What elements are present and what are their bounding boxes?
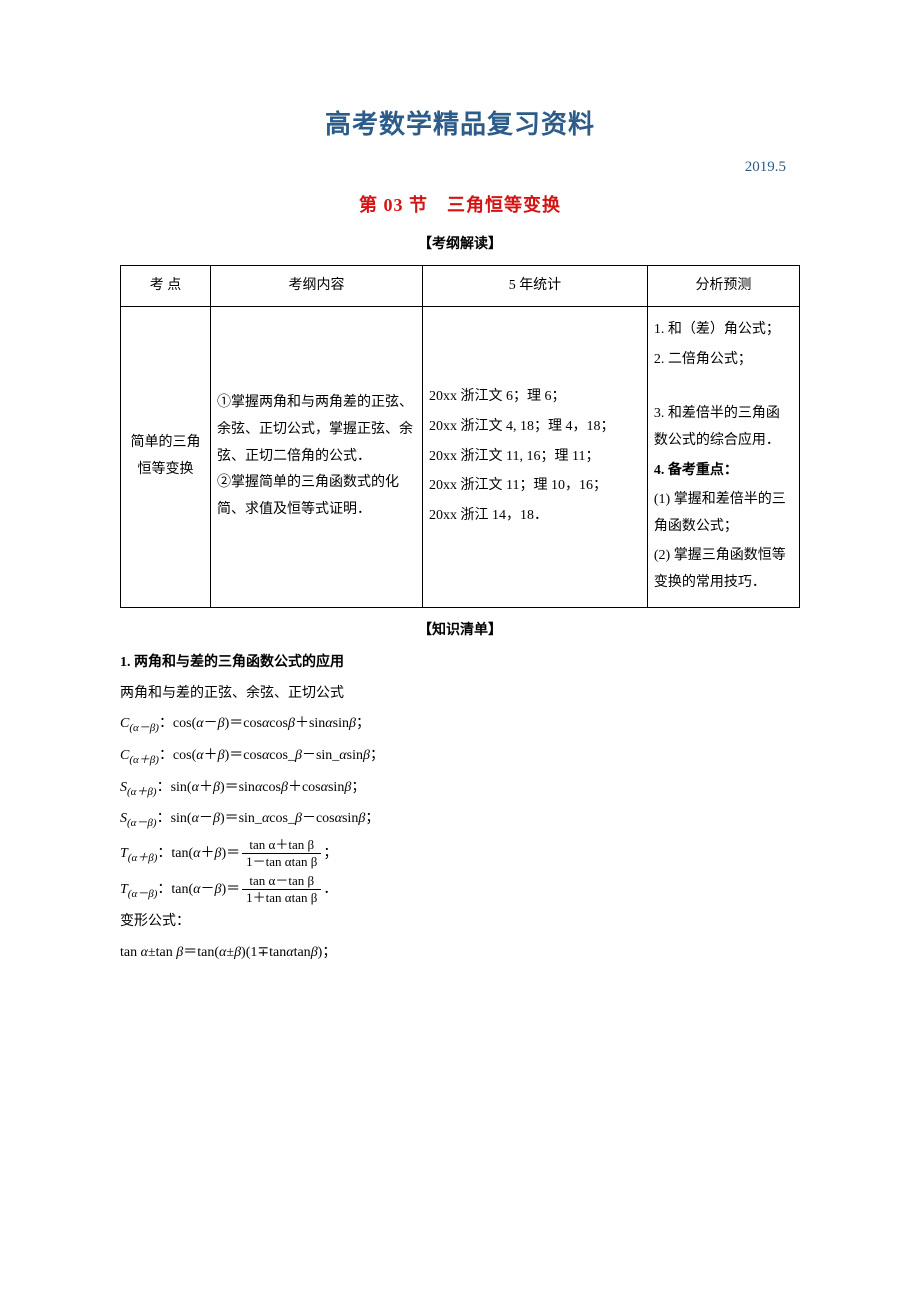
knowledge-heading: 【知识清单】: [120, 618, 800, 645]
syllabus-table: 考 点 考纲内容 5 年统计 分析预测 简单的三角恒等变换 ①掌握两角和与两角差…: [120, 265, 800, 608]
td-forecast: 1. 和（差）角公式； 2. 二倍角公式； 3. 和差倍半的三角函数公式的综合应…: [647, 307, 799, 607]
variant-heading: 变形公式：: [120, 909, 800, 936]
forecast-line-bold: 4. 备考重点：: [654, 458, 793, 485]
table-row: 简单的三角恒等变换 ①掌握两角和与两角差的正弦、余弦、正切公式，掌握正弦、余弦、…: [121, 307, 800, 607]
page-date: 2019.5: [120, 153, 800, 182]
th-stats: 5 年统计: [423, 265, 648, 307]
formula-cos-minus: C(α－β)：cos(α－β)＝cosαcosβ＋sinαsinβ；: [120, 711, 800, 739]
th-point: 考 点: [121, 265, 211, 307]
stat-line: 20xx 浙江文 11；理 10，16；: [429, 473, 641, 500]
frac-num: tan α－tan β: [242, 874, 321, 890]
td-content: ①掌握两角和与两角差的正弦、余弦、正切公式，掌握正弦、余弦、正切二倍角的公式． …: [210, 307, 422, 607]
stat-line: 20xx 浙江文 4, 18；理 4，18；: [429, 414, 641, 441]
variant-formula: tan α±tan β＝tan(α±β)(1∓tanαtanβ)；: [120, 940, 800, 967]
stat-line: 20xx 浙江 14，18．: [429, 503, 641, 530]
section-title: 第 03 节 三角恒等变换: [120, 188, 800, 222]
syllabus-heading: 【考纲解读】: [120, 232, 800, 259]
knowledge-intro: 两角和与差的正弦、余弦、正切公式: [120, 681, 800, 708]
stat-line: 20xx 浙江文 6；理 6；: [429, 384, 641, 411]
frac-den: 1－tan αtan β: [242, 854, 321, 869]
page-main-title: 高考数学精品复习资料: [120, 100, 800, 149]
formula-tan-plus: T(α＋β)：tan(α＋β)＝tan α＋tan β1－tan αtan β；: [120, 838, 800, 870]
th-content: 考纲内容: [210, 265, 422, 307]
table-header-row: 考 点 考纲内容 5 年统计 分析预测: [121, 265, 800, 307]
frac-den: 1＋tan αtan β: [242, 890, 321, 905]
knowledge-subheading: 1. 两角和与差的三角函数公式的应用: [120, 650, 800, 677]
forecast-line: 2. 二倍角公式；: [654, 347, 793, 374]
td-stats: 20xx 浙江文 6；理 6； 20xx 浙江文 4, 18；理 4，18； 2…: [423, 307, 648, 607]
forecast-line: 1. 和（差）角公式；: [654, 317, 793, 344]
th-forecast: 分析预测: [647, 265, 799, 307]
frac-num: tan α＋tan β: [242, 838, 321, 854]
td-point: 简单的三角恒等变换: [121, 307, 211, 607]
forecast-line: (2) 掌握三角函数恒等变换的常用技巧．: [654, 543, 793, 596]
formula-sin-plus: S(α＋β)：sin(α＋β)＝sinαcosβ＋cosαsinβ；: [120, 775, 800, 803]
forecast-line: (1) 掌握和差倍半的三角函数公式；: [654, 487, 793, 540]
formula-sin-minus: S(α－β)：sin(α－β)＝sin_αcos_β－cosαsinβ；: [120, 806, 800, 834]
formula-cos-plus: C(α＋β)：cos(α＋β)＝cosαcos_β－sin_αsinβ；: [120, 743, 800, 771]
stat-line: 20xx 浙江文 11, 16；理 11；: [429, 444, 641, 471]
formula-tan-minus: T(α－β)：tan(α－β)＝tan α－tan β1＋tan αtan β．: [120, 874, 800, 906]
forecast-line: 3. 和差倍半的三角函数公式的综合应用．: [654, 401, 793, 454]
